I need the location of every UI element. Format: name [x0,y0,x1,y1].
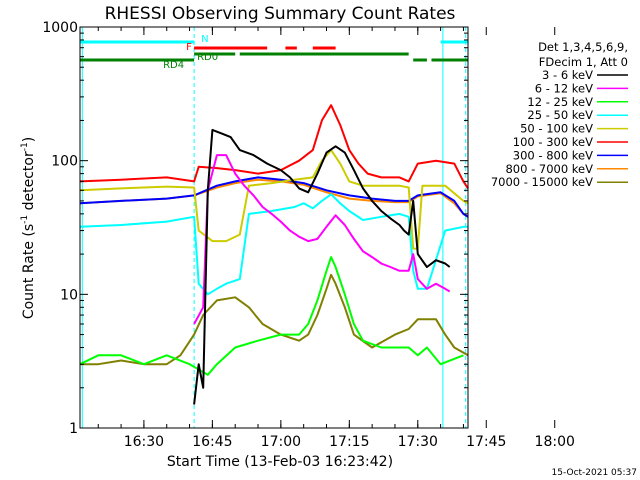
x-tick-label-1: 16:45 [192,434,232,450]
chart-title: RHESSI Observing Summary Count Rates [105,4,456,24]
x-axis-label: Start Time (13-Feb-03 16:23:42) [167,454,393,470]
y-axis-label-mid: detector [21,151,37,215]
series-line-5 [79,104,469,189]
series-line-2 [79,256,464,376]
y-axis-label-end: ) [21,137,37,142]
axes: 16:30 16:45 17:00 17:15 17:30 17:45 18:00 1 10 10… [42,20,575,450]
legend-label-6: 300 - 800 keV [513,148,593,162]
legend-header-2: FDecim 1, Att 0 [539,55,628,69]
flag-bars: NF RD0 RD4 [80,34,468,71]
flag-label-rd0: RD0 [197,52,218,63]
y-axis-label-base: Count Rate (s [21,224,37,319]
legend-header-1: Det 1,3,4,5,6,9, [538,40,628,54]
x-tick-label-0: 16:30 [124,434,164,450]
y-axis-label-sup2: -1 [20,142,30,151]
y-axis-label-sup1: -1 [20,215,30,224]
legend-label-7: 800 - 7000 keV [505,162,593,176]
legend-label-2: 12 - 25 keV [527,95,593,109]
x-tick-label-2: 17:00 [261,434,301,450]
legend-label-4: 50 - 100 keV [520,122,593,136]
legend-label-3: 25 - 50 keV [527,108,593,122]
footer-timestamp: 15-Oct-2021 05:37 [552,468,637,478]
series-line-1 [193,154,451,325]
legend-label-5: 100 - 300 keV [513,135,593,149]
x-tick-label-3: 17:15 [329,434,369,450]
series-layer [79,27,469,428]
y-tick-label-3: 1000 [42,20,78,36]
flag-label-rd4: RD4 [163,60,184,71]
legend-label-1: 6 - 12 keV [535,81,593,95]
legend-label-0: 3 - 6 keV [542,68,593,82]
plot-frame [79,26,469,429]
x-tick-label-6: 18:00 [535,434,575,450]
y-axis-label: Count Rate (s-1 detector-1) [20,137,37,319]
y-tick-label-1: 10 [60,287,78,303]
y-tick-label-2: 100 [51,154,78,170]
flag-label-n: N [201,34,208,45]
series-line-0 [193,128,451,405]
flag-label-f: F [186,42,192,53]
legend-label-8: 7000 - 15000 keV [491,175,593,189]
y-tick-label-0: 1 [69,421,78,437]
x-tick-label-4: 17:30 [398,434,438,450]
x-tick-label-5: 17:45 [466,434,506,450]
